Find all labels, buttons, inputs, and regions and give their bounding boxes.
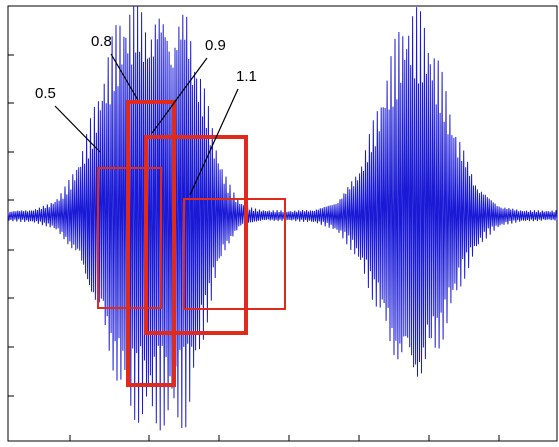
annotation-leader-0 [54, 105, 101, 153]
annotation-leader-1 [110, 53, 139, 101]
waveform-series [7, 5, 558, 431]
plot-frame [7, 5, 558, 442]
scale-box-3 [183, 198, 286, 310]
annotation-label-1: 0.8 [91, 33, 112, 50]
scale-box-2 [144, 135, 248, 335]
scale-box-1 [126, 100, 176, 387]
annotation-label-0: 0.5 [35, 85, 56, 102]
scale-boxes [97, 100, 286, 387]
annotation-label-2: 0.9 [205, 37, 226, 54]
axis-ticks [8, 54, 500, 441]
annotation-label-3: 1.1 [236, 68, 257, 85]
annotation-leader-2 [151, 57, 208, 134]
scale-annotations: 0.5 0.8 0.9 1.1 [35, 33, 257, 196]
annotation-leader-3 [189, 88, 239, 196]
